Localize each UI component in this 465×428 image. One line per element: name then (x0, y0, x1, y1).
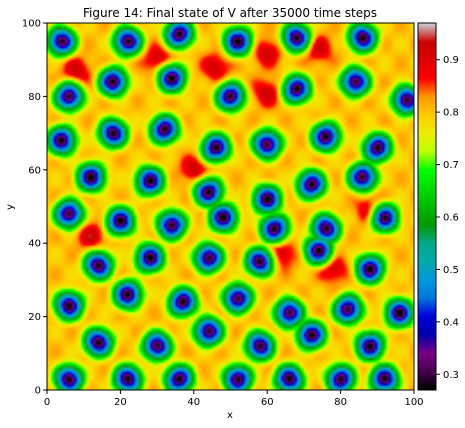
y-axis: 0 20 40 60 80 100 (22, 19, 47, 397)
colorbar-tick-label: 0.5 (443, 265, 459, 276)
plot-frame (46, 22, 415, 391)
x-tick-label: 100 (404, 397, 423, 408)
x-tick-label: 60 (261, 397, 274, 408)
y-tick-label: 60 (28, 165, 41, 176)
x-axis: 0 20 40 60 80 100 (44, 390, 424, 408)
y-tick-label: 100 (22, 19, 41, 30)
x-tick-label: 40 (187, 397, 200, 408)
y-axis-label: y (5, 204, 16, 210)
x-axis-label: x (227, 410, 233, 421)
x-tick-label: 80 (334, 397, 347, 408)
heatmap-image (47, 23, 414, 390)
colorbar-tick-label: 0.8 (443, 108, 459, 119)
colorbar-tick-label: 0.6 (443, 212, 459, 223)
colorbar-frame (417, 22, 437, 391)
colorbar-tick-label: 0.3 (443, 370, 459, 381)
y-tick-label: 0 (35, 386, 41, 397)
colorbar-tick-label: 0.7 (443, 160, 459, 171)
y-tick-label: 40 (28, 239, 41, 250)
colorbar-axis: 0.3 0.4 0.5 0.6 0.7 0.8 0.9 (436, 55, 459, 381)
y-tick-label: 80 (28, 92, 41, 103)
x-tick-label: 0 (44, 397, 50, 408)
colorbar-tick-label: 0.9 (443, 55, 459, 66)
y-tick-label: 20 (28, 312, 41, 323)
colorbar-image (418, 23, 436, 390)
x-tick-label: 20 (114, 397, 127, 408)
colorbar-tick-label: 0.4 (443, 317, 459, 328)
chart-title: Figure 14: Final state of V after 35000 … (83, 6, 377, 20)
